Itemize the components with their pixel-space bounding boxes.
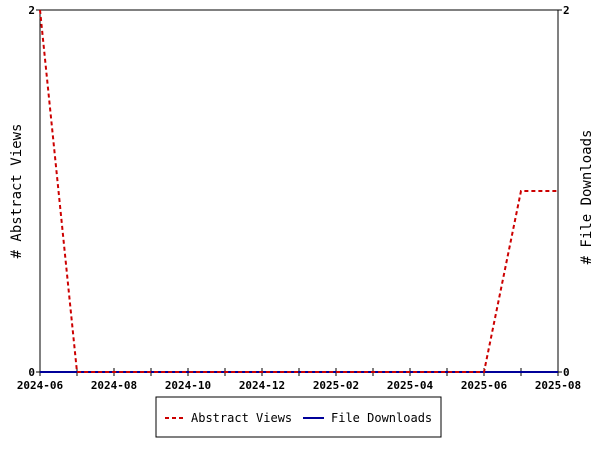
y-axis-title-right: # File Downloads xyxy=(579,130,595,265)
x-tick-label-2024-06: 2024-06 xyxy=(17,379,64,392)
x-tick-label-2024-12: 2024-12 xyxy=(239,379,285,392)
x-axis: 2024-06 2024-08 2024-10 2024-12 2025-02 2025-… xyxy=(17,368,581,392)
y-tick-label-left-0: 0 xyxy=(28,366,35,379)
x-tick-label-2025-06: 2025-06 xyxy=(461,379,508,392)
series-layer xyxy=(39,9,558,373)
x-tick-label-2025-02: 2025-02 xyxy=(313,379,359,392)
legend-box xyxy=(155,396,442,438)
x-tick-label-2024-08: 2024-08 xyxy=(91,379,137,392)
legend: Abstract Views File Downloads xyxy=(155,396,442,438)
x-tick-label-2025-08: 2025-08 xyxy=(535,379,581,392)
series-line-abstract-views xyxy=(39,9,558,373)
y-tick-label-right-0: 0 xyxy=(563,366,570,379)
legend-label-file-downloads: File Downloads xyxy=(331,411,432,425)
y-tick-label-left-2: 2 xyxy=(28,4,35,17)
plot-area xyxy=(39,9,559,373)
x-tick-label-2024-10: 2024-10 xyxy=(165,379,211,392)
x-tick-label-2025-04: 2025-04 xyxy=(387,379,434,392)
y-tick-label-right-2: 2 xyxy=(563,4,570,17)
y-axis-title-left: # Abstract Views xyxy=(9,124,25,259)
legend-label-abstract-views: Abstract Views xyxy=(191,411,292,425)
